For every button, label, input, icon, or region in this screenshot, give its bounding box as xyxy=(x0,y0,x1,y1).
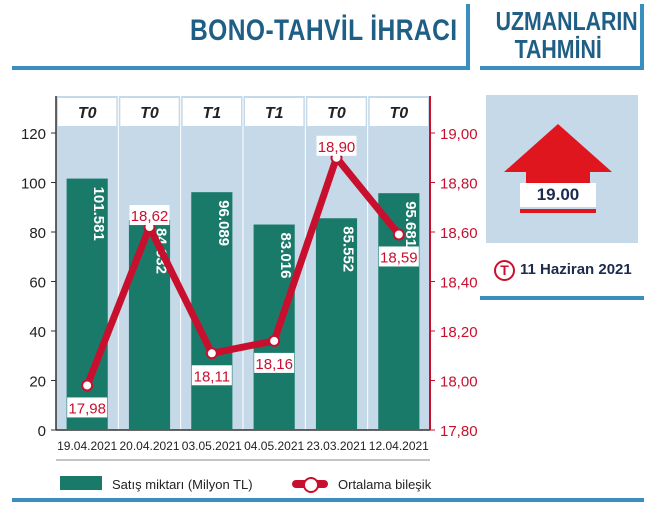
legend-bar-swatch xyxy=(60,476,102,490)
line-value-label: 18,90 xyxy=(318,139,356,156)
title-underline xyxy=(12,66,470,70)
y-left-tick-label: 0 xyxy=(38,423,46,440)
legend-line-label: Ortalama bileşik xyxy=(338,477,432,492)
term-cell xyxy=(58,98,117,126)
expectation-bottom-rule xyxy=(480,296,644,300)
x-tick-label: 03.05.2021 xyxy=(182,439,242,453)
bar-value-label: 96.089 xyxy=(215,200,232,246)
x-tick-label: 12.04.2021 xyxy=(369,439,429,453)
line-label-box xyxy=(129,205,170,226)
y-right-tick-label: 18,40 xyxy=(440,275,478,292)
line-value-label: 17,98 xyxy=(68,400,106,417)
expectation-value-box: 19.00 xyxy=(520,183,596,207)
date-cell xyxy=(369,434,428,458)
x-tick-label: 20.04.2021 xyxy=(119,439,179,453)
y-left-tick-label: 60 xyxy=(29,275,46,292)
bar xyxy=(253,224,295,430)
expectation-date-text: 11 Haziran 2021 xyxy=(520,261,632,278)
y-left-tick-label: 40 xyxy=(29,324,46,341)
term-cell xyxy=(120,98,179,126)
bar xyxy=(315,218,358,430)
term-label: T0 xyxy=(327,105,346,122)
y-right-tick-label: 18,80 xyxy=(440,176,478,193)
date-cell xyxy=(307,434,366,458)
bar-value-label: 83.016 xyxy=(277,233,294,279)
line-value-label: 18,16 xyxy=(255,356,293,373)
t-badge-icon: T xyxy=(494,260,515,281)
legend-line-marker xyxy=(303,477,319,493)
y-right-tick-label: 18,20 xyxy=(440,324,478,341)
expectation-title-line1: UZMANLARIN xyxy=(495,6,638,36)
y-left-tick-label: 20 xyxy=(29,374,46,391)
term-label: T1 xyxy=(265,105,284,122)
date-cell xyxy=(245,434,304,458)
x-tick-label: 23.03.2021 xyxy=(306,439,366,453)
line-point xyxy=(205,347,218,360)
bar-value-label: 85.552 xyxy=(340,226,357,272)
x-tick-label: 04.05.2021 xyxy=(244,439,304,453)
line-point xyxy=(81,379,94,392)
expectation-value: 19.00 xyxy=(536,185,580,204)
legend-bar-label: Satış miktarı (Milyon TL) xyxy=(112,477,253,492)
term-label: T0 xyxy=(78,105,97,122)
date-cell xyxy=(58,434,117,458)
term-label: T0 xyxy=(140,105,159,122)
line-value-label: 18,11 xyxy=(194,368,230,385)
title-divider xyxy=(466,4,470,70)
y-right-tick-label: 19,00 xyxy=(440,126,478,143)
line-series xyxy=(83,154,403,389)
bar-value-label: 95.681 xyxy=(402,201,419,247)
y-left-tick-label: 120 xyxy=(21,126,46,143)
line-label-box xyxy=(254,352,295,373)
expectation-underline xyxy=(480,66,644,70)
date-cell xyxy=(182,434,241,458)
line-label-box xyxy=(316,135,357,156)
y-right-tick-label: 18,00 xyxy=(440,374,478,391)
term-label: T1 xyxy=(202,105,221,122)
line-point xyxy=(268,334,281,347)
term-cell xyxy=(182,98,241,126)
term-cell xyxy=(369,98,428,126)
y-right-tick-label: 17,80 xyxy=(440,423,478,440)
line-value-label: 18,59 xyxy=(380,249,418,266)
y-left-tick-label: 80 xyxy=(29,225,46,242)
chart-title: BONO-TAHVİL İHRACI xyxy=(190,14,458,47)
line-label-box xyxy=(67,397,108,418)
expectation-header: UZMANLARIN TAHMİNİ xyxy=(480,4,644,66)
line-label-box xyxy=(191,365,232,386)
bottom-rule xyxy=(12,498,644,502)
term-cell xyxy=(245,98,304,126)
x-tick-label: 19.04.2021 xyxy=(57,439,117,453)
line-value-label: 18,62 xyxy=(131,208,169,225)
y-right-tick-label: 18,60 xyxy=(440,225,478,242)
date-cell xyxy=(120,434,179,458)
y-left-tick-label: 100 xyxy=(21,176,46,193)
line-label-box xyxy=(378,246,419,267)
term-cell xyxy=(307,98,366,126)
bar-value-label: 101.581 xyxy=(90,187,107,241)
expectation-title-line2: TAHMİNİ xyxy=(514,34,602,64)
line-point xyxy=(392,228,405,241)
bar xyxy=(191,192,233,430)
term-label: T0 xyxy=(389,105,408,122)
